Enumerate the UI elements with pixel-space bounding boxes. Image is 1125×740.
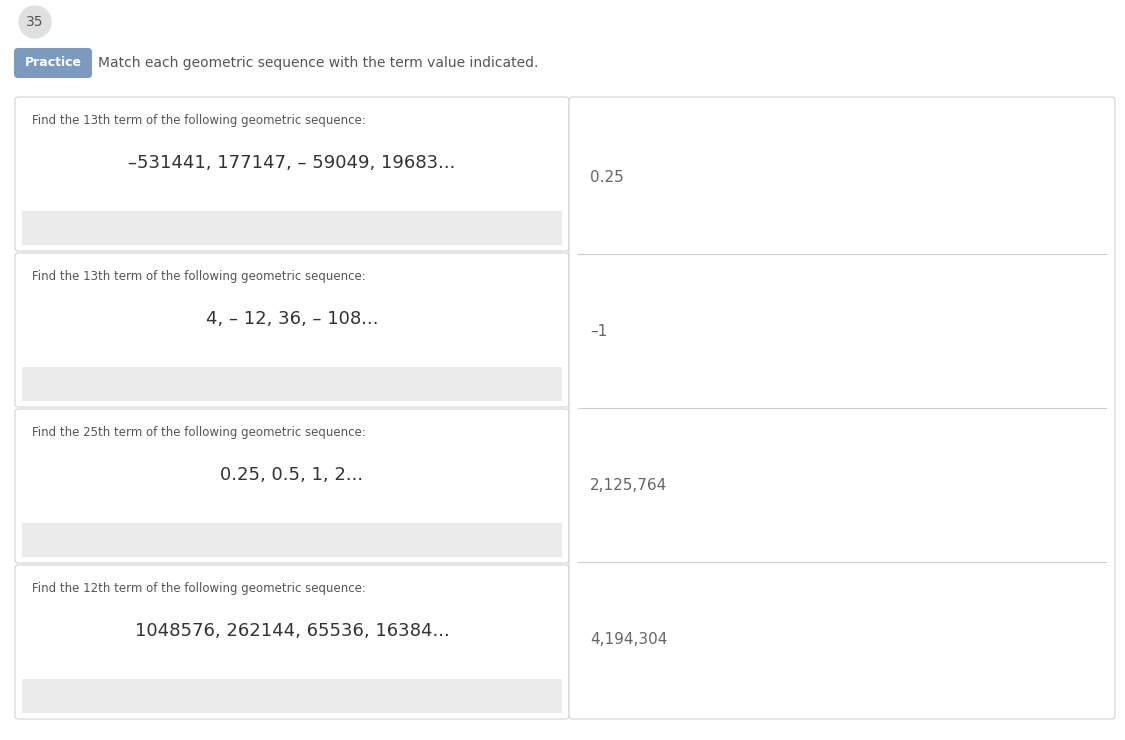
Text: 0.25, 0.5, 1, 2...: 0.25, 0.5, 1, 2... (220, 466, 363, 485)
Text: 1048576, 262144, 65536, 16384...: 1048576, 262144, 65536, 16384... (135, 622, 449, 641)
FancyBboxPatch shape (15, 565, 569, 719)
FancyBboxPatch shape (22, 211, 562, 245)
Text: 4, – 12, 36, – 108...: 4, – 12, 36, – 108... (206, 311, 378, 329)
Text: Match each geometric sequence with the term value indicated.: Match each geometric sequence with the t… (98, 56, 539, 70)
FancyBboxPatch shape (15, 97, 569, 251)
Text: –1: –1 (590, 323, 608, 338)
FancyBboxPatch shape (22, 523, 562, 557)
Text: 35: 35 (26, 15, 44, 29)
FancyBboxPatch shape (22, 367, 562, 401)
Text: Practice: Practice (25, 56, 81, 70)
Text: Find the 13th term of the following geometric sequence:: Find the 13th term of the following geom… (32, 114, 366, 127)
FancyBboxPatch shape (15, 409, 569, 563)
Text: Find the 12th term of the following geometric sequence:: Find the 12th term of the following geom… (32, 582, 366, 595)
Text: Find the 25th term of the following geometric sequence:: Find the 25th term of the following geom… (32, 426, 366, 439)
FancyBboxPatch shape (22, 679, 562, 713)
FancyBboxPatch shape (15, 253, 569, 407)
Text: 4,194,304: 4,194,304 (590, 631, 667, 647)
Text: 0.25: 0.25 (590, 169, 623, 184)
Text: 2,125,764: 2,125,764 (590, 477, 667, 493)
FancyBboxPatch shape (14, 48, 92, 78)
FancyBboxPatch shape (569, 97, 1115, 719)
Text: Find the 13th term of the following geometric sequence:: Find the 13th term of the following geom… (32, 270, 366, 283)
Circle shape (19, 6, 51, 38)
Text: –531441, 177147, – 59049, 19683...: –531441, 177147, – 59049, 19683... (128, 155, 456, 172)
